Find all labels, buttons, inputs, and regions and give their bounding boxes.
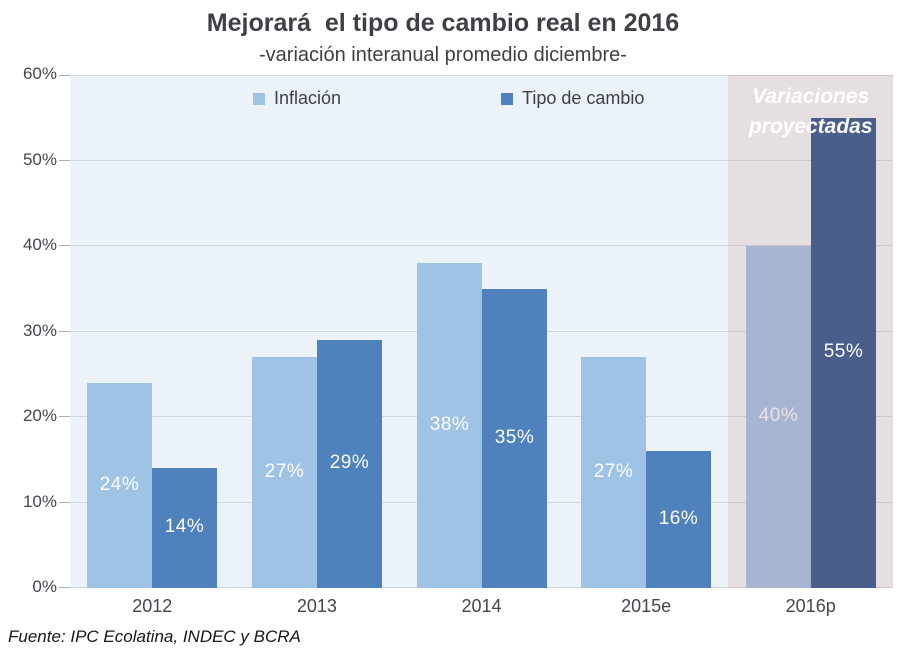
x-axis-label-2015e: 2015e	[621, 596, 672, 616]
projection-annotation-line2: proyectadas	[748, 115, 873, 138]
chart-subtitle: -variación interanual promedio diciembre…	[259, 44, 627, 66]
bar-value-inflacion-2014: 38%	[429, 414, 470, 435]
y-tick-mark-icon	[59, 502, 70, 503]
y-tick-mark-icon	[59, 75, 70, 76]
y-tick-mark-icon	[59, 331, 70, 332]
projection-annotation-line1: Variaciones	[752, 85, 870, 108]
legend-label-tipo-de-cambio: Tipo de cambio	[522, 88, 645, 108]
bar-inflacion-2014	[417, 263, 482, 588]
x-axis-label-2014: 2014	[461, 596, 502, 616]
bar-value-inflacion-2015e: 27%	[593, 461, 634, 482]
bar-value-inflacion-2012: 24%	[99, 474, 140, 495]
bar-inflacion-2015e	[581, 357, 646, 588]
bar-value-tipo-de-cambio-2015e: 16%	[658, 508, 699, 529]
bar-value-tipo-de-cambio-2016p: 55%	[823, 341, 864, 362]
bar-inflacion-2016p	[746, 246, 811, 588]
bar-value-inflacion-2016p: 40%	[758, 405, 799, 426]
source-note: Fuente: IPC Ecolatina, INDEC y BCRA	[8, 627, 301, 646]
chart-title: Mejorará el tipo de cambio real en 2016	[206, 9, 680, 37]
bar-value-tipo-de-cambio-2014: 35%	[494, 427, 535, 448]
y-axis-label: 20%	[22, 406, 57, 425]
y-axis-label: 10%	[22, 492, 57, 511]
legend-item-tipo-de-cambio: Tipo de cambio	[501, 88, 644, 109]
y-tick-mark-icon	[59, 416, 70, 417]
x-axis-label-2013: 2013	[296, 596, 337, 616]
x-axis-label-2016p: 2016p	[785, 596, 836, 616]
plot-area: Inflación Tipo de cambio Variaciones pro…	[23, 64, 893, 616]
bar-tipo-de-cambio-2013	[317, 340, 382, 588]
y-axis-label: 50%	[22, 150, 57, 169]
gridline	[70, 75, 893, 76]
bar-inflacion-2013	[252, 357, 317, 588]
y-tick-mark-icon	[59, 245, 70, 246]
y-axis-label: 30%	[22, 321, 57, 340]
bar-tipo-de-cambio-2012	[152, 468, 217, 588]
bar-tipo-de-cambio-2016p	[811, 118, 876, 588]
legend-swatch-tipo-de-cambio-icon	[501, 92, 513, 105]
gridline	[70, 160, 893, 161]
legend-item-inflacion: Inflación	[253, 88, 341, 109]
bar-tipo-de-cambio-2015e	[646, 451, 711, 588]
x-axis-label-2012: 2012	[132, 596, 173, 616]
bar-value-tipo-de-cambio-2012: 14%	[164, 516, 205, 537]
gridline	[70, 245, 893, 246]
bar-tipo-de-cambio-2014	[482, 289, 547, 588]
y-tick-mark-icon	[59, 587, 70, 588]
y-axis-label: 60%	[22, 64, 57, 83]
legend-label-inflacion: Inflación	[274, 88, 342, 108]
legend-swatch-inflacion-icon	[253, 92, 265, 105]
y-axis-label: 0%	[32, 577, 57, 596]
bar-value-tipo-de-cambio-2013: 29%	[329, 452, 370, 473]
y-axis-label: 40%	[22, 235, 57, 254]
projection-annotation: Variaciones proyectadas	[728, 82, 893, 142]
bar-inflacion-2012	[87, 383, 152, 588]
y-tick-mark-icon	[59, 160, 70, 161]
bar-value-inflacion-2013: 27%	[264, 461, 305, 482]
